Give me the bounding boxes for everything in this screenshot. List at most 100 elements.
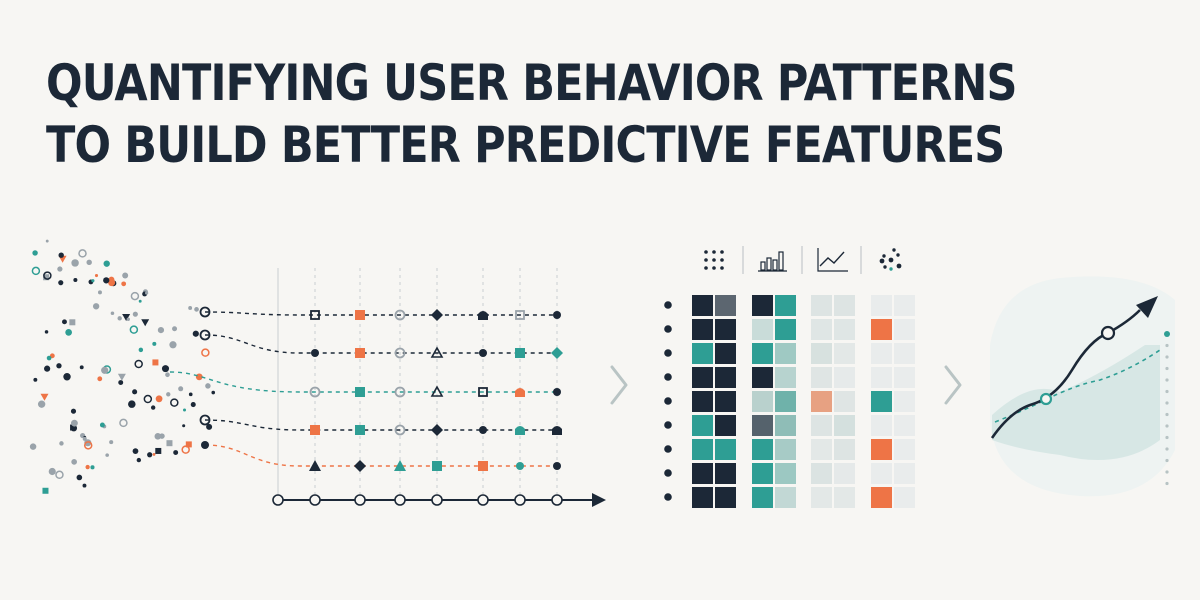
event-dot — [188, 306, 193, 310]
feature-cell — [692, 415, 713, 436]
feature-cell — [871, 295, 892, 316]
event-dot — [205, 383, 211, 389]
dot-cluster-icon — [879, 258, 885, 264]
event-dot — [65, 329, 72, 336]
timeline-event-marker — [432, 461, 442, 471]
chevron-right-icon — [944, 365, 962, 405]
event-dot — [132, 389, 138, 395]
event-dot — [118, 380, 124, 386]
event-dot — [78, 249, 87, 258]
timeline-event-marker — [515, 388, 525, 397]
event-dot — [192, 330, 199, 337]
timeline-event-marker — [310, 425, 320, 435]
dot-grid-icon — [712, 250, 716, 254]
confidence-band — [992, 345, 1160, 460]
feature-cell — [715, 367, 736, 388]
bar-chart-icon — [766, 257, 772, 271]
chevron-shape — [944, 365, 962, 405]
timeline-event-marker — [355, 348, 365, 358]
event-dot — [76, 474, 83, 481]
feature-cell — [715, 487, 736, 508]
timeline-event-marker — [430, 346, 444, 358]
timeline-event-marker — [394, 386, 406, 398]
scale-dot — [1165, 366, 1169, 371]
scale-dot — [1165, 470, 1169, 474]
feature-cell — [894, 343, 915, 364]
event-dot — [170, 398, 179, 407]
row-bullet — [664, 493, 672, 501]
timeline-event-marker — [478, 461, 488, 471]
feature-cell — [834, 367, 855, 388]
dot-grid-icon — [712, 258, 716, 262]
feature-cell — [834, 391, 855, 412]
event-dot — [138, 299, 142, 303]
event-dot — [119, 418, 128, 428]
timeline-event-marker — [355, 425, 365, 435]
event-dot — [97, 376, 103, 382]
timeline-event-marker — [515, 310, 525, 320]
event-dot — [206, 423, 213, 430]
event-dot — [169, 341, 177, 349]
scale-dot — [1165, 435, 1169, 440]
title-line-2: TO BUILD BETTER PREDICTIVE FEATURES — [46, 116, 1005, 174]
row-bullet — [664, 301, 672, 309]
sequence-line — [204, 311, 557, 316]
feature-cell — [834, 487, 855, 508]
event-dot — [190, 402, 196, 408]
trend-arrowhead — [1136, 296, 1158, 318]
time-tick — [394, 494, 406, 506]
feature-cell — [775, 439, 796, 460]
event-dot — [29, 443, 37, 450]
event-dot — [132, 311, 138, 317]
event-dot — [155, 447, 162, 454]
event-dot — [166, 440, 173, 447]
event-dot — [82, 483, 87, 488]
event-dot — [132, 448, 139, 455]
feature-cell — [811, 463, 832, 484]
dot-cluster-icon — [888, 257, 894, 263]
event-dot — [32, 250, 38, 256]
feature-cell — [692, 439, 713, 460]
event-dot — [86, 259, 92, 266]
event-dot — [145, 291, 149, 295]
feature-cell — [752, 343, 773, 364]
scale-dot — [1165, 343, 1169, 348]
event-dot — [101, 366, 109, 374]
event-dot — [83, 441, 93, 450]
timeline-event-marker — [553, 462, 561, 470]
event-dot — [117, 316, 122, 321]
event-dot — [157, 327, 165, 334]
event-dot — [172, 326, 178, 332]
event-dot — [70, 408, 77, 414]
page-title: QUANTIFYING USER BEHAVIOR PATTERNS TO BU… — [46, 52, 1017, 176]
feature-cell — [775, 367, 796, 388]
feature-cell — [775, 487, 796, 508]
event-dot — [109, 279, 114, 284]
event-dot — [92, 303, 100, 310]
feature-cell — [834, 295, 855, 316]
feature-cell — [871, 439, 892, 460]
dot-cluster-icon — [892, 248, 896, 252]
timeline-event-marker — [394, 424, 406, 436]
bar-chart-icon — [760, 261, 766, 271]
dot-grid-icon — [704, 266, 708, 270]
event-dot — [56, 363, 62, 369]
event-dot — [188, 392, 193, 397]
timeline-event-marker — [553, 388, 561, 396]
feature-cell — [871, 415, 892, 436]
event-dot — [63, 373, 71, 381]
event-dot — [183, 408, 187, 412]
highlight-point — [1039, 392, 1053, 406]
feature-cell — [894, 367, 915, 388]
event-dot — [154, 433, 162, 440]
event-dot — [84, 439, 92, 447]
timeline-event-marker — [394, 309, 406, 321]
timeline-event-marker — [515, 426, 525, 435]
event-dot — [91, 279, 95, 283]
dot-grid-icon — [720, 266, 724, 270]
time-tick — [272, 494, 284, 506]
event-dot — [152, 359, 159, 366]
feature-cell — [715, 295, 736, 316]
feature-cell — [811, 415, 832, 436]
event-dot — [48, 467, 56, 476]
